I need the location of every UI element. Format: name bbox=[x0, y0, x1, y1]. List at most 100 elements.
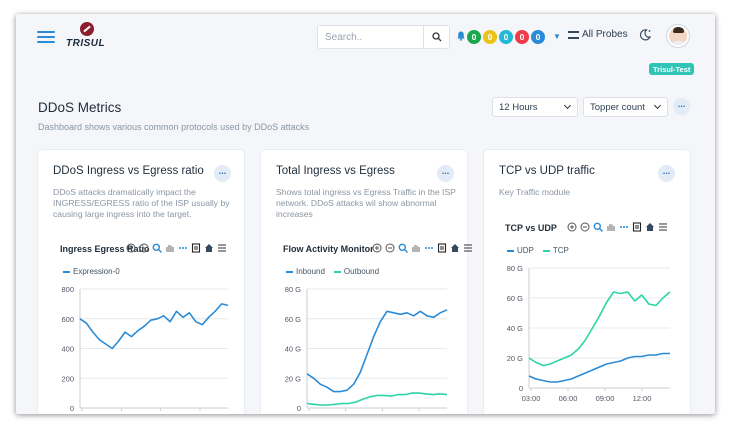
zoom-in-icon[interactable] bbox=[126, 243, 136, 253]
chart-title: Flow Activity Monitor bbox=[283, 244, 374, 254]
home-icon[interactable] bbox=[450, 243, 460, 253]
page-options-button[interactable]: ... bbox=[673, 98, 690, 115]
alert-badge[interactable]: 0 bbox=[483, 30, 497, 44]
bell-icon[interactable] bbox=[457, 31, 465, 44]
card-title: Total Ingress vs Egress bbox=[276, 165, 395, 177]
user-avatar[interactable] bbox=[667, 25, 689, 47]
topper-count-value: Topper count bbox=[590, 101, 645, 113]
chart-legend: Expression-0 bbox=[63, 267, 129, 276]
legend-label: Inbound bbox=[296, 267, 325, 276]
search-icon bbox=[431, 32, 441, 42]
card-description: Key Traffic module bbox=[499, 187, 571, 197]
magnifier-icon[interactable] bbox=[152, 243, 162, 253]
tenant-badge[interactable]: Trisul-Test bbox=[649, 63, 695, 75]
zoom-out-icon[interactable] bbox=[139, 243, 149, 253]
legend-item[interactable]: Expression-0 bbox=[63, 267, 120, 276]
y-tick-label: 40 G bbox=[507, 324, 523, 333]
card-description: DDoS attacks dramatically impact the ING… bbox=[53, 187, 230, 219]
series-line[interactable] bbox=[306, 392, 448, 406]
menu-icon[interactable] bbox=[463, 243, 473, 253]
dark-mode-icon[interactable] bbox=[638, 28, 652, 42]
legend-swatch bbox=[333, 270, 341, 273]
y-tick-label: 60 G bbox=[507, 294, 523, 303]
legend-label: Outbound bbox=[343, 267, 380, 276]
download-icon[interactable] bbox=[191, 243, 201, 253]
chart-legend: Inbound Outbound bbox=[286, 267, 388, 276]
time-range-select[interactable]: 12 Hours bbox=[492, 97, 578, 117]
home-icon[interactable] bbox=[645, 222, 655, 232]
magnifier-icon[interactable] bbox=[398, 243, 408, 253]
more-dots-icon[interactable] bbox=[178, 243, 188, 253]
card-tcp-vs-udp: TCP vs UDP traffic ... Key Traffic modul… bbox=[484, 150, 690, 414]
alert-badge[interactable]: 0 bbox=[515, 30, 529, 44]
card-ingress-egress-ratio: DDoS Ingress vs Egress ratio ... DDoS at… bbox=[38, 150, 244, 414]
more-icon: ... bbox=[662, 166, 671, 176]
menu-icon[interactable] bbox=[37, 31, 55, 43]
more-dots-icon[interactable] bbox=[424, 243, 434, 253]
x-tick-label: 12:00 bbox=[633, 394, 652, 403]
card-title: DDoS Ingress vs Egress ratio bbox=[53, 165, 204, 177]
card-options-button[interactable]: ... bbox=[437, 165, 454, 182]
magnifier-icon[interactable] bbox=[593, 222, 603, 232]
chevron-down-icon bbox=[563, 101, 572, 110]
legend-swatch bbox=[63, 270, 70, 273]
legend-item[interactable]: TCP bbox=[542, 246, 569, 255]
legend-swatch bbox=[542, 249, 550, 252]
y-tick-label: 0 bbox=[297, 404, 301, 413]
zoom-in-icon[interactable] bbox=[372, 243, 382, 253]
logo-mark-icon bbox=[80, 22, 94, 36]
x-tick-label: 09:00 bbox=[596, 394, 615, 403]
legend-item[interactable]: UDP bbox=[507, 246, 534, 255]
series-line[interactable] bbox=[528, 291, 671, 367]
y-tick-label: 80 G bbox=[507, 264, 523, 273]
zoom-in-icon[interactable] bbox=[567, 222, 577, 232]
more-icon: ... bbox=[677, 99, 686, 109]
x-tick-label: 03:00 bbox=[522, 394, 541, 403]
chevron-down-icon bbox=[653, 101, 662, 110]
download-icon[interactable] bbox=[632, 222, 642, 232]
search-input[interactable] bbox=[318, 26, 424, 48]
zoom-out-icon[interactable] bbox=[385, 243, 395, 253]
series-line[interactable] bbox=[79, 303, 229, 350]
y-tick-label: 0 bbox=[70, 404, 74, 413]
menu-icon[interactable] bbox=[217, 243, 227, 253]
legend-item[interactable]: Outbound bbox=[333, 267, 380, 276]
caret-down-icon[interactable]: ▼ bbox=[553, 32, 561, 41]
card-options-button[interactable]: ... bbox=[658, 165, 675, 182]
page-subtitle: Dashboard shows various common protocols… bbox=[38, 122, 310, 132]
chart-toolbar bbox=[372, 243, 476, 253]
tcp-udp-chart: 80 G 60 G 40 G 20 G 003:00 06:00 09:00 12:00 bbox=[507, 264, 671, 403]
series-line[interactable] bbox=[306, 309, 448, 393]
y-tick-label: 80 G bbox=[285, 285, 301, 294]
alert-badge[interactable]: 0 bbox=[499, 30, 513, 44]
legend-label: TCP bbox=[552, 246, 569, 255]
all-probes-button[interactable]: All Probes bbox=[568, 29, 628, 40]
search-button[interactable] bbox=[423, 26, 449, 48]
alert-badge[interactable]: 0 bbox=[531, 30, 545, 44]
pan-hand-icon[interactable] bbox=[606, 222, 616, 232]
zoom-out-icon[interactable] bbox=[580, 222, 590, 232]
pan-hand-icon[interactable] bbox=[411, 243, 421, 253]
pan-hand-icon[interactable] bbox=[165, 243, 175, 253]
topper-count-select[interactable]: Topper count bbox=[583, 97, 668, 117]
y-tick-label: 20 G bbox=[285, 374, 301, 383]
y-tick-label: 40 G bbox=[285, 345, 301, 354]
alert-badge[interactable]: 0 bbox=[467, 30, 481, 44]
legend-swatch bbox=[286, 270, 293, 273]
series-line[interactable] bbox=[528, 352, 670, 383]
chart-toolbar bbox=[567, 222, 671, 232]
y-tick-label: 800 bbox=[61, 285, 74, 294]
card-title: TCP vs UDP traffic bbox=[499, 165, 595, 177]
page-title: DDoS Metrics bbox=[38, 100, 122, 115]
legend-item[interactable]: Inbound bbox=[286, 267, 325, 276]
legend-label: Expression-0 bbox=[73, 267, 120, 276]
chart-legend: UDP TCP bbox=[507, 246, 578, 255]
home-icon[interactable] bbox=[204, 243, 214, 253]
trisul-logo[interactable]: TRISUL bbox=[66, 22, 112, 52]
download-icon[interactable] bbox=[437, 243, 447, 253]
more-dots-icon[interactable] bbox=[619, 222, 629, 232]
menu-icon[interactable] bbox=[658, 222, 668, 232]
card-options-button[interactable]: ... bbox=[214, 165, 231, 182]
chart-toolbar bbox=[126, 243, 230, 253]
